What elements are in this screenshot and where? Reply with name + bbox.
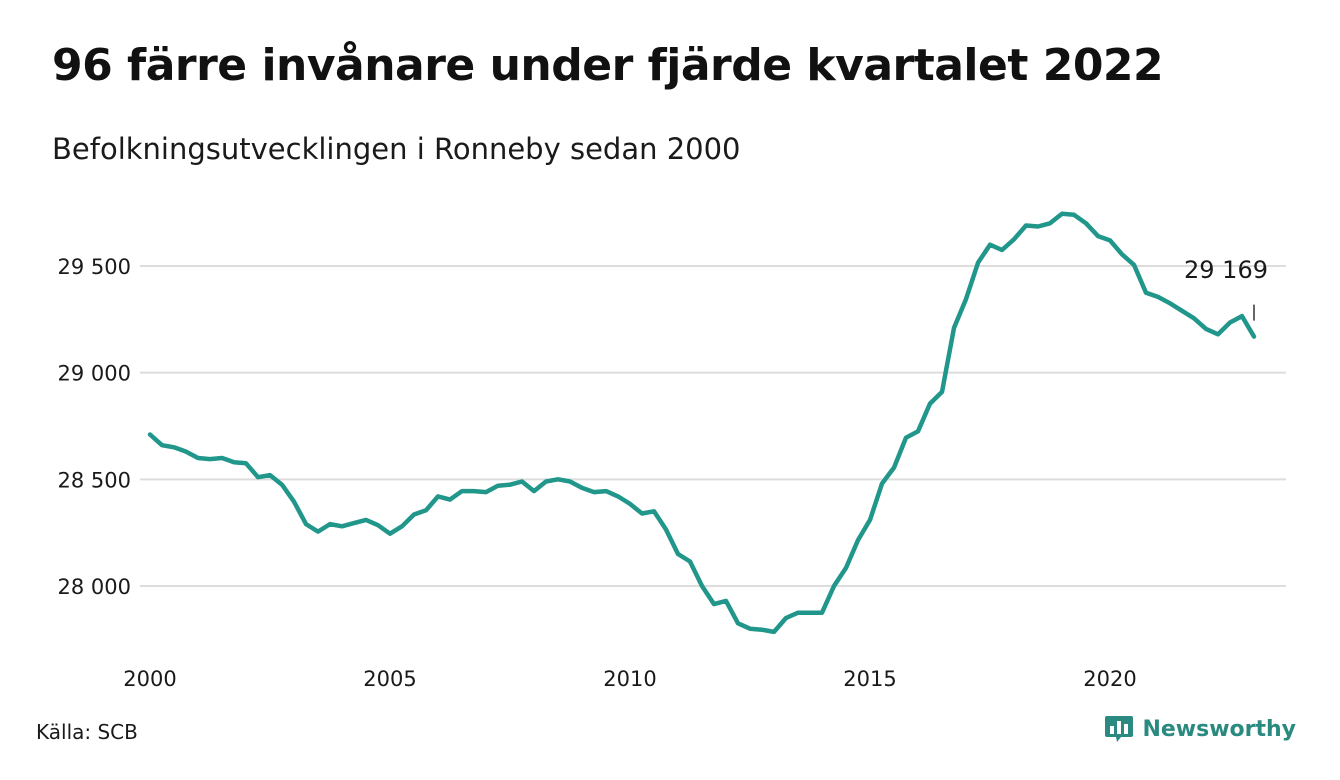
last-value-annotation: 29 169 (1184, 256, 1268, 321)
x-tick-label: 2000 (123, 667, 176, 691)
gridlines (140, 265, 1286, 587)
x-tick-label: 2020 (1083, 667, 1136, 691)
x-tick-label: 2010 (603, 667, 656, 691)
x-axis-tick-labels: 2000 2005 2010 2015 2020 (123, 667, 1136, 691)
series-line (147, 211, 1257, 635)
y-tick-label: 28 000 (58, 575, 131, 599)
bar-chart-speech-bubble-icon (1105, 716, 1134, 742)
series-layer (147, 211, 1257, 635)
source-note: Källa: SCB (36, 720, 138, 744)
y-tick-label: 29 500 (58, 255, 131, 279)
x-tick-label: 2005 (363, 667, 416, 691)
brand-logo: Newsworthy (1104, 714, 1296, 744)
y-tick-label: 29 000 (58, 362, 131, 386)
chart-title: 96 färre invånare under fjärde kvartalet… (52, 40, 1164, 91)
x-tick-label: 2015 (843, 667, 896, 691)
brand-name: Newsworthy (1142, 716, 1296, 742)
y-tick-label: 28 500 (58, 468, 131, 492)
annotation-label: 29 169 (1184, 256, 1268, 284)
chart-subtitle: Befolkningsutvecklingen i Ronneby sedan … (52, 132, 741, 166)
y-axis-tick-labels: 28 000 28 500 29 000 29 500 (58, 255, 131, 599)
